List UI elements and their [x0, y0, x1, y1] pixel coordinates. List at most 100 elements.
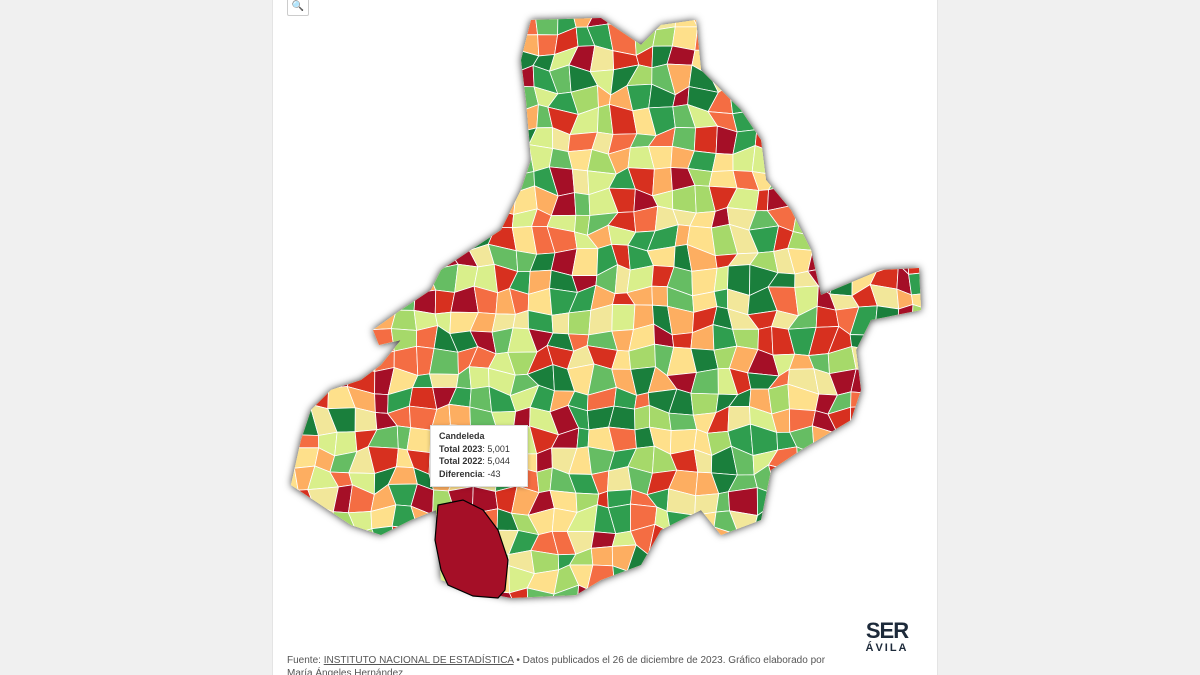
- municipality[interactable]: [835, 90, 858, 112]
- municipality[interactable]: [389, 48, 420, 70]
- municipality[interactable]: [854, 228, 877, 251]
- municipality[interactable]: [868, 226, 898, 249]
- municipality[interactable]: [586, 588, 616, 607]
- municipality[interactable]: [831, 166, 849, 193]
- municipality[interactable]: [767, 173, 794, 191]
- municipality[interactable]: [906, 588, 937, 613]
- municipality[interactable]: [387, 28, 411, 50]
- municipality[interactable]: [692, 524, 715, 553]
- municipality[interactable]: [808, 110, 836, 135]
- municipality[interactable]: [808, 232, 836, 252]
- municipality[interactable]: [889, 366, 920, 397]
- municipality[interactable]: [289, 434, 320, 449]
- municipality[interactable]: [386, 223, 411, 252]
- municipality[interactable]: [833, 213, 859, 234]
- municipality[interactable]: [273, 127, 297, 154]
- municipality[interactable]: [831, 484, 849, 515]
- municipality[interactable]: [551, 312, 570, 335]
- municipality[interactable]: [807, 211, 836, 236]
- municipality[interactable]: [307, 104, 336, 135]
- municipality[interactable]: [576, 427, 590, 449]
- municipality[interactable]: [330, 303, 354, 331]
- municipality[interactable]: [428, 144, 453, 172]
- municipality[interactable]: [812, 171, 833, 195]
- municipality[interactable]: [857, 212, 870, 233]
- municipality[interactable]: [831, 185, 859, 216]
- municipality[interactable]: [273, 146, 296, 177]
- municipality[interactable]: [847, 185, 873, 216]
- municipality[interactable]: [935, 524, 937, 552]
- municipality[interactable]: [751, 73, 779, 92]
- municipality[interactable]: [891, 584, 918, 614]
- municipality[interactable]: [413, 565, 431, 596]
- municipality[interactable]: [930, 489, 937, 513]
- municipality[interactable]: [357, 124, 377, 152]
- municipality[interactable]: [452, 606, 477, 631]
- municipality[interactable]: [847, 166, 873, 193]
- municipality[interactable]: [414, 88, 438, 115]
- municipality[interactable]: [390, 568, 418, 595]
- municipality[interactable]: [912, 563, 937, 596]
- municipality[interactable]: [273, 412, 290, 435]
- municipality[interactable]: [755, 108, 777, 135]
- municipality[interactable]: [273, 352, 295, 375]
- municipality[interactable]: [368, 224, 393, 252]
- municipality[interactable]: [855, 447, 874, 473]
- municipality[interactable]: [273, 309, 298, 332]
- municipality[interactable]: [475, 167, 500, 190]
- municipality[interactable]: [930, 310, 937, 332]
- municipality[interactable]: [908, 526, 937, 548]
- municipality[interactable]: [793, 508, 816, 534]
- municipality[interactable]: [487, 10, 519, 36]
- municipality[interactable]: [792, 171, 820, 195]
- municipality[interactable]: [474, 10, 494, 32]
- municipality[interactable]: [916, 43, 936, 77]
- municipality[interactable]: [754, 83, 778, 111]
- municipality[interactable]: [315, 26, 340, 56]
- municipality[interactable]: [887, 487, 916, 514]
- municipality[interactable]: [473, 184, 495, 210]
- municipality[interactable]: [273, 247, 296, 272]
- municipality[interactable]: [772, 492, 795, 510]
- municipality[interactable]: [291, 203, 318, 235]
- municipality[interactable]: [611, 304, 636, 332]
- municipality[interactable]: [850, 391, 875, 408]
- municipality[interactable]: [873, 334, 898, 351]
- municipality[interactable]: [273, 28, 299, 53]
- municipality[interactable]: [476, 147, 500, 173]
- municipality[interactable]: [771, 593, 795, 611]
- municipality[interactable]: [367, 566, 392, 589]
- municipality[interactable]: [315, 169, 339, 194]
- municipality[interactable]: [450, 151, 478, 173]
- municipality[interactable]: [727, 5, 759, 36]
- municipality[interactable]: [909, 490, 935, 514]
- municipality[interactable]: [307, 284, 333, 314]
- municipality[interactable]: [786, 6, 814, 37]
- municipality[interactable]: [895, 431, 910, 455]
- municipality[interactable]: [874, 71, 897, 94]
- municipality[interactable]: [832, 48, 855, 74]
- municipality[interactable]: [893, 74, 918, 92]
- municipality[interactable]: [873, 305, 900, 336]
- municipality[interactable]: [290, 533, 317, 554]
- municipality[interactable]: [890, 183, 919, 213]
- municipality[interactable]: [432, 88, 458, 116]
- municipality[interactable]: [395, 287, 416, 311]
- municipality[interactable]: [350, 11, 377, 36]
- municipality[interactable]: [693, 125, 718, 154]
- municipality[interactable]: [670, 544, 699, 570]
- municipality[interactable]: [612, 565, 636, 591]
- municipality[interactable]: [674, 7, 699, 28]
- municipality[interactable]: [707, 606, 739, 627]
- municipality[interactable]: [770, 34, 790, 54]
- municipality[interactable]: [935, 270, 937, 293]
- municipality[interactable]: [709, 47, 737, 76]
- municipality[interactable]: [508, 11, 539, 36]
- municipality[interactable]: [370, 150, 398, 177]
- municipality[interactable]: [930, 508, 937, 535]
- municipality[interactable]: [626, 566, 654, 595]
- municipality[interactable]: [829, 265, 853, 297]
- municipality[interactable]: [908, 447, 935, 471]
- municipality[interactable]: [867, 183, 898, 214]
- municipality[interactable]: [528, 605, 559, 628]
